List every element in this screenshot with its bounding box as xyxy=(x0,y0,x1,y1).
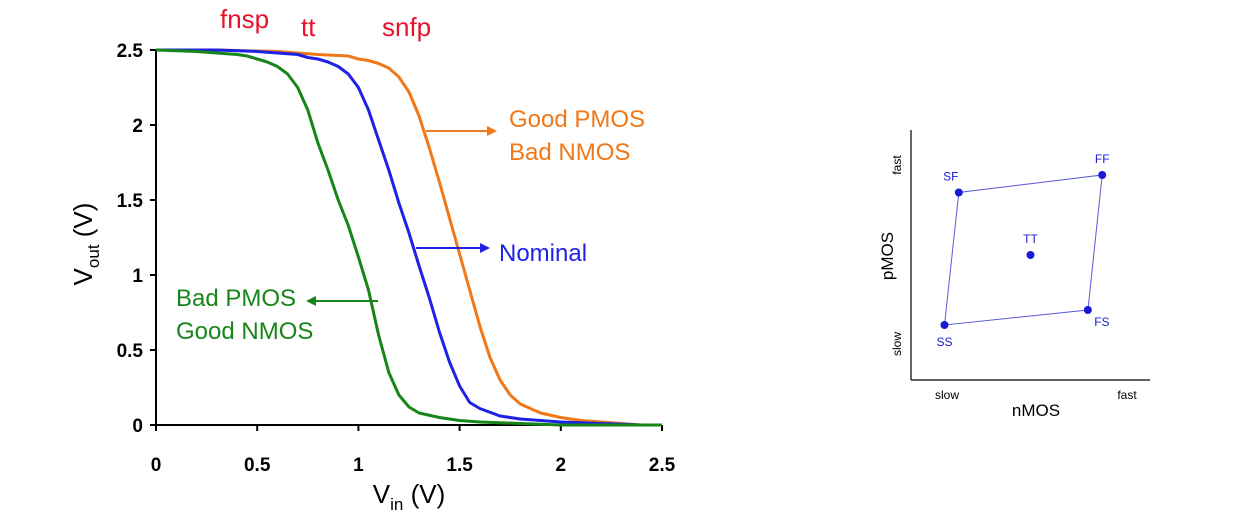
corner-point-label-fs: FS xyxy=(1094,315,1109,329)
x-tick-label: 0 xyxy=(151,455,162,476)
process-corner-diagram: SF FF TT FS SS nMOS pMOS slow fast slow fast xyxy=(878,130,1150,420)
y-tick-label: 1 xyxy=(132,266,143,287)
corner-point-group: SF FF TT FS SS xyxy=(936,152,1109,349)
vtc-chart: 0 0.5 1 1.5 2 2.5 0 0.5 1 1.5 2 2.5 Vin (V) Vout (V… xyxy=(68,4,676,513)
svg-text:Good NMOS: Good NMOS xyxy=(176,318,313,345)
annotation-orange: Good PMOS Bad NMOS xyxy=(426,106,645,166)
x-tick-label: 1.5 xyxy=(446,455,473,476)
corner-point-fs xyxy=(1083,306,1092,314)
corner-x-tick-slow: slow xyxy=(935,388,959,402)
curve-nominal xyxy=(156,48,662,427)
svg-text:Bad PMOS: Bad PMOS xyxy=(176,285,296,312)
y-tick-label: 0 xyxy=(132,416,143,437)
corner-point-label-sf: SF xyxy=(943,170,958,184)
x-tick-label: 2 xyxy=(556,455,567,476)
x-tick-label: 0.5 xyxy=(244,455,271,476)
corner-point-tt xyxy=(1026,251,1035,259)
curve-bad-pmos-good-nmos xyxy=(155,48,662,427)
y-tick-label: 0.5 xyxy=(117,341,144,362)
corner-point-sf xyxy=(954,188,963,197)
x-tick-label: 2.5 xyxy=(649,455,676,476)
curve-good-pmos-bad-nmos xyxy=(156,48,662,427)
annotation-green: Bad PMOS Good NMOS xyxy=(176,285,378,345)
x-tick-label: 1 xyxy=(353,455,364,476)
annotation-blue: Nominal xyxy=(416,240,587,267)
corner-label-tt: tt xyxy=(301,12,316,42)
corner-y-tick-fast: fast xyxy=(890,155,904,175)
corner-point-label-ff: FF xyxy=(1095,152,1110,166)
corner-x-title: nMOS xyxy=(1012,401,1060,420)
corner-y-tick-slow: slow xyxy=(890,332,904,356)
corner-label-snfp: snfp xyxy=(382,12,431,42)
y-axis-title: Vout (V) xyxy=(68,203,103,286)
svg-text:Nominal: Nominal xyxy=(499,240,587,267)
corner-outline xyxy=(943,174,1103,326)
y-tick-label: 2 xyxy=(132,116,143,137)
y-tick-label: 1.5 xyxy=(117,191,144,212)
corner-label-fnsp: fnsp xyxy=(220,4,269,34)
corner-point-ff xyxy=(1098,171,1107,179)
curve-group xyxy=(155,48,662,427)
corner-x-tick-fast: fast xyxy=(1117,388,1137,402)
corner-y-title: pMOS xyxy=(878,232,897,280)
y-tick-label: 2.5 xyxy=(117,41,144,62)
svg-text:Bad NMOS: Bad NMOS xyxy=(509,139,630,166)
corner-point-label-ss: SS xyxy=(936,335,952,349)
tick-group: 0 0.5 1 1.5 2 2.5 0 0.5 1 1.5 2 2.5 xyxy=(117,41,676,476)
x-axis-title: Vin (V) xyxy=(373,479,445,513)
corner-point-label-tt: TT xyxy=(1023,232,1038,246)
svg-text:Good PMOS: Good PMOS xyxy=(509,106,645,133)
corner-point-ss xyxy=(940,321,949,329)
